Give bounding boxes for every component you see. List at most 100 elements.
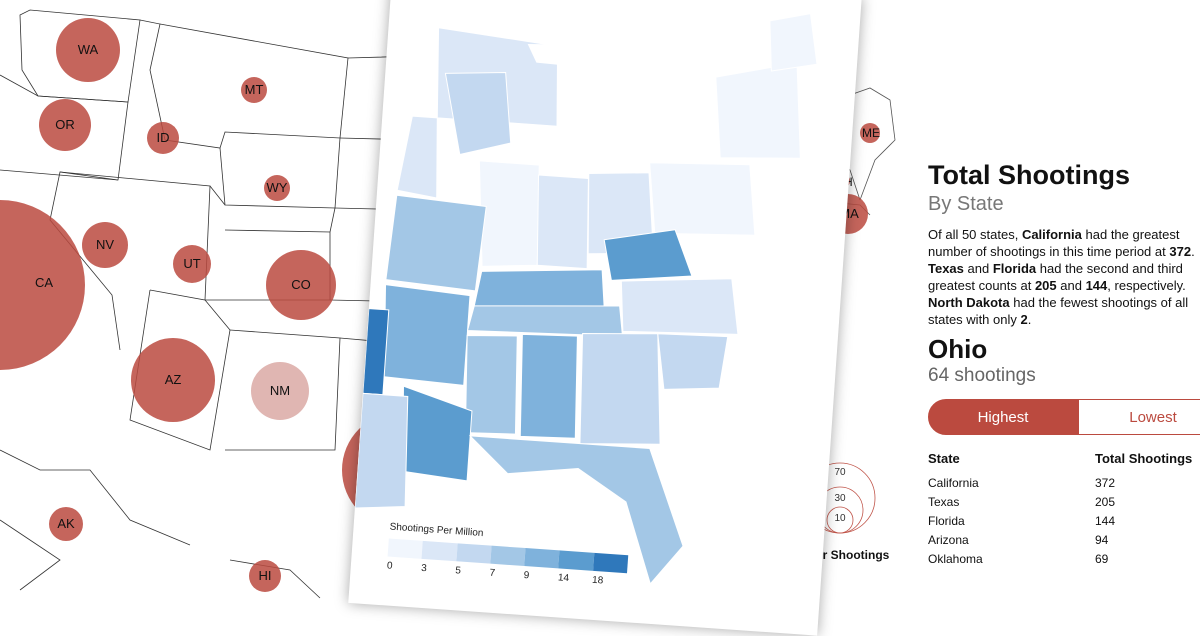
bubble-label: MT xyxy=(245,82,264,97)
column-header-total: Total Shootings xyxy=(1095,451,1193,466)
state-region[interactable] xyxy=(354,392,413,511)
bubble-label: ID xyxy=(157,130,170,145)
summary-highlight: North Dakota xyxy=(928,295,1010,310)
legend-tick: 9 xyxy=(523,570,530,582)
cell-total: 372 xyxy=(1095,476,1116,490)
bubble-id[interactable] xyxy=(147,122,179,154)
lowest-button[interactable]: Lowest xyxy=(1078,399,1200,435)
legend-swatch xyxy=(455,543,492,564)
state-region[interactable] xyxy=(397,385,473,482)
bubble-wy[interactable] xyxy=(264,175,290,201)
size-legend-value: 30 xyxy=(834,493,846,504)
summary-text: and xyxy=(1056,278,1086,293)
summary-highlight: 205 xyxy=(1034,278,1057,293)
state-region[interactable] xyxy=(460,332,522,436)
bubble-labels: WA OR MT ID ND SD WY NV CA UT CO N AZ NM… xyxy=(35,42,409,583)
bubble-ca[interactable] xyxy=(0,200,85,370)
summary-text: . xyxy=(1191,244,1195,259)
selected-state-count: 64 shootings xyxy=(928,365,1036,386)
summary-highlight: 2 xyxy=(1020,312,1028,327)
state-region[interactable] xyxy=(515,332,582,440)
bubble-label: NV xyxy=(96,237,114,252)
state-region[interactable] xyxy=(385,194,487,292)
summary-highlight: Texas xyxy=(928,261,964,276)
legend-swatch xyxy=(490,545,526,567)
state-region[interactable] xyxy=(654,332,729,394)
bubble-label: HI xyxy=(259,568,272,583)
state-region[interactable] xyxy=(379,284,471,386)
bubble-ak[interactable] xyxy=(49,507,83,541)
table-header-row: State Total Shootings xyxy=(928,451,1192,474)
choropleth-card: Shootings Per Million 0 3 5 7 9 14 18 xyxy=(348,0,862,636)
legend-tick: 5 xyxy=(454,565,462,577)
bubble-label: NM xyxy=(270,383,290,398)
info-panel: Total Shootings By State Of all 50 state… xyxy=(928,160,1200,569)
highest-button[interactable]: Highest xyxy=(928,399,1078,435)
bubble-nm[interactable] xyxy=(251,362,309,420)
size-legend-value: 70 xyxy=(834,467,846,478)
table-row[interactable]: Oklahoma 69 xyxy=(928,550,1192,569)
bubble-or[interactable] xyxy=(39,99,91,151)
summary-text: had the fewest shootings of all states w… xyxy=(928,295,1189,327)
cell-total: 69 xyxy=(1095,552,1109,566)
table-row[interactable]: California 372 xyxy=(928,474,1192,493)
bubble-label: AZ xyxy=(165,372,182,387)
summary-text: , respectively. xyxy=(1107,278,1186,293)
legend-tick: 18 xyxy=(591,574,604,587)
state-region[interactable] xyxy=(532,174,593,270)
cell-state: Arizona xyxy=(928,533,969,547)
cell-state: Oklahoma xyxy=(928,552,983,566)
bubble-label: WA xyxy=(78,42,99,57)
table-row[interactable]: Florida 144 xyxy=(928,512,1192,531)
legend-swatch xyxy=(558,550,595,571)
bubble-label: CO xyxy=(291,277,311,292)
bubble-ut[interactable] xyxy=(173,245,211,283)
great-lakes xyxy=(527,43,711,172)
summary-paragraph: Of all 50 states, California had the gre… xyxy=(928,226,1200,328)
summary-text: had the second and third greatest counts… xyxy=(928,261,1183,293)
bubble-label: OR xyxy=(55,117,75,132)
bubble-co[interactable] xyxy=(266,250,336,320)
cell-state: Florida xyxy=(928,514,965,528)
bubble-mt[interactable] xyxy=(241,77,267,103)
summary-highlight: 144 xyxy=(1085,278,1108,293)
state-region[interactable] xyxy=(396,115,442,199)
state-region[interactable] xyxy=(440,68,516,158)
legend-tick: 3 xyxy=(420,562,428,575)
cell-total: 144 xyxy=(1095,514,1116,528)
bubble-hi[interactable] xyxy=(249,560,281,592)
summary-highlight: Florida xyxy=(992,261,1037,276)
bubble-wa[interactable] xyxy=(56,18,120,82)
cell-state: California xyxy=(928,476,979,490)
selected-state-name: Ohio xyxy=(928,334,988,364)
cell-total: 205 xyxy=(1095,495,1116,509)
bubble-label: CA xyxy=(35,275,53,290)
table-row[interactable]: Arizona 94 xyxy=(928,531,1192,550)
legend-swatch xyxy=(592,552,629,574)
bubble-me[interactable] xyxy=(860,123,880,143)
bubble-nv[interactable] xyxy=(82,222,128,268)
legend-tick: 7 xyxy=(489,567,496,579)
choropleth-svg xyxy=(354,11,820,586)
size-legend-value: 10 xyxy=(834,513,846,524)
state-region[interactable] xyxy=(766,11,820,74)
size-circle-small xyxy=(826,506,854,534)
cell-total: 94 xyxy=(1095,533,1109,547)
bubble-az[interactable] xyxy=(131,338,215,422)
bubble-label: WY xyxy=(267,180,288,195)
table-row[interactable]: Texas 205 xyxy=(928,493,1192,512)
bubble-label: UT xyxy=(183,256,200,271)
state-region[interactable] xyxy=(461,435,690,586)
state-region[interactable] xyxy=(601,225,695,286)
choropleth-states xyxy=(354,11,820,586)
state-region[interactable] xyxy=(575,329,668,450)
cell-state: Texas xyxy=(928,495,960,509)
state-region[interactable] xyxy=(618,271,742,339)
state-region[interactable] xyxy=(645,158,760,240)
legend-tick: 0 xyxy=(386,560,393,572)
summary-text: had the greatest number of shootings in … xyxy=(928,227,1180,259)
summary-text: and xyxy=(963,261,993,276)
state-region[interactable] xyxy=(710,57,807,163)
summary-text: Of all 50 states, xyxy=(928,227,1022,242)
column-header-state: State xyxy=(928,451,960,466)
